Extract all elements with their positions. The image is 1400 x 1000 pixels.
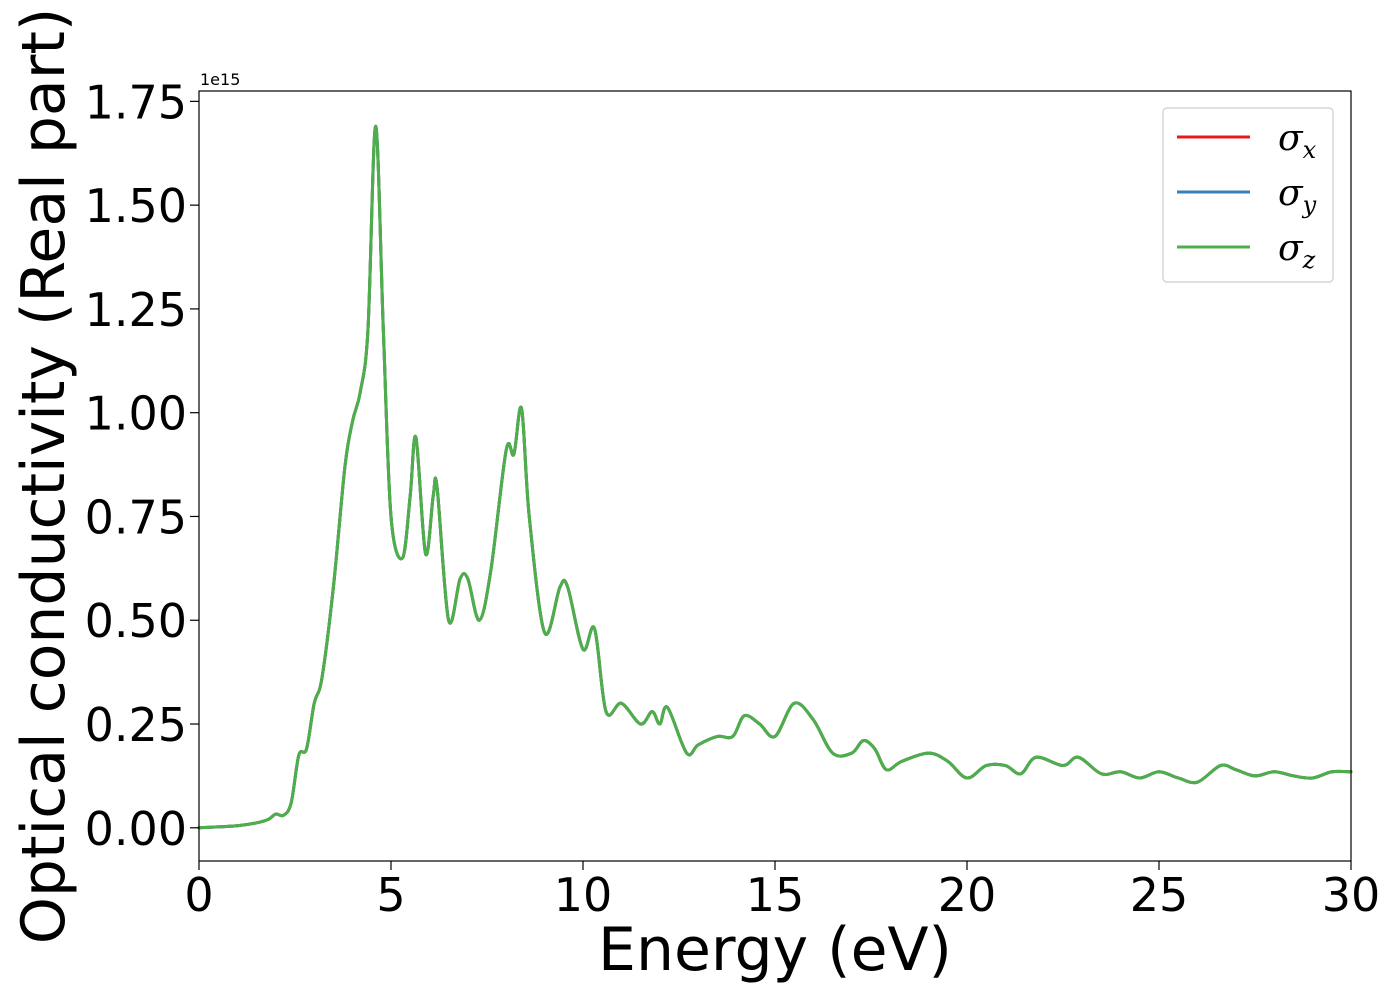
y-axis-label: Optical conductivity (Real part) <box>9 8 79 945</box>
x-tick-label: 0 <box>184 868 213 922</box>
y-axis-ticks: 0.00 0.25 0.50 0.75 1.00 1.25 1.50 1.75 <box>85 75 199 856</box>
plot-area <box>199 91 1351 861</box>
y-tick-label: 0.25 <box>85 698 187 752</box>
legend-box <box>1162 107 1334 283</box>
series-layer <box>197 124 1353 830</box>
legend: σx σy σz <box>1162 107 1334 283</box>
x-tick-label: 20 <box>938 868 997 922</box>
y-tick-label: 1.50 <box>85 179 187 233</box>
y-tick-label: 0.75 <box>85 490 187 544</box>
legend-label: σz <box>1278 228 1316 274</box>
y-offset-label: 1e15 <box>200 70 240 89</box>
series-line-σz <box>197 124 1353 830</box>
legend-label: σx <box>1278 118 1317 164</box>
x-tick-label: 30 <box>1322 868 1381 922</box>
x-tick-label: 10 <box>554 868 613 922</box>
legend-label: σy <box>1278 173 1317 219</box>
y-tick-label: 1.25 <box>85 283 187 337</box>
x-tick-label: 5 <box>376 868 405 922</box>
y-tick-label: 1.00 <box>85 387 187 441</box>
y-tick-label: 0.00 <box>85 802 187 856</box>
y-tick-label: 1.75 <box>85 75 187 129</box>
y-tick-label: 0.50 <box>85 594 187 648</box>
x-axis-ticks: 0 5 10 15 20 25 30 <box>184 861 1380 922</box>
x-tick-label: 15 <box>746 868 805 922</box>
x-axis-label: Energy (eV) <box>598 915 952 985</box>
x-tick-label: 25 <box>1130 868 1189 922</box>
